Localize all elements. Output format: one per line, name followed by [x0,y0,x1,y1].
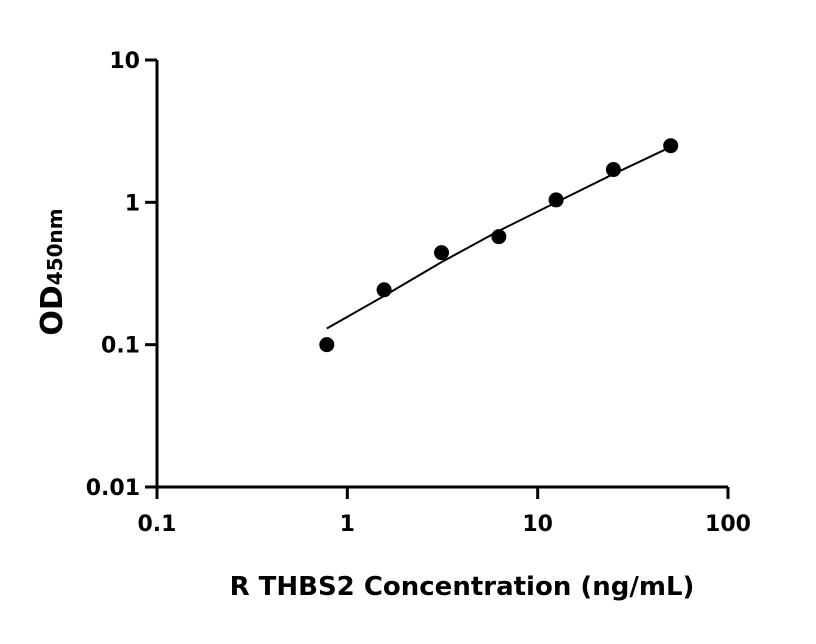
y-label-sub: 450nm [43,208,67,285]
point [663,138,679,154]
x-tick-label: 1 [340,512,355,537]
point [319,337,335,353]
x-tick-label: 100 [705,512,751,537]
y-tick-label: 0.1 [101,334,140,359]
point [548,192,564,208]
x-tick-label: 10 [522,512,553,537]
point [605,162,621,178]
y-tick-label: 1 [125,191,140,216]
y-axis-label: OD450nm [35,208,70,335]
y-label-main: OD [35,285,70,335]
point [491,229,507,245]
y-tick-label: 10 [109,49,140,74]
x-axis-label: R THBS2 Concentration (ng/mL) [230,572,695,602]
x-tick-label: 0.1 [138,512,177,537]
point [434,245,450,261]
y-tick-label: 0.01 [86,476,140,501]
point [376,282,392,298]
